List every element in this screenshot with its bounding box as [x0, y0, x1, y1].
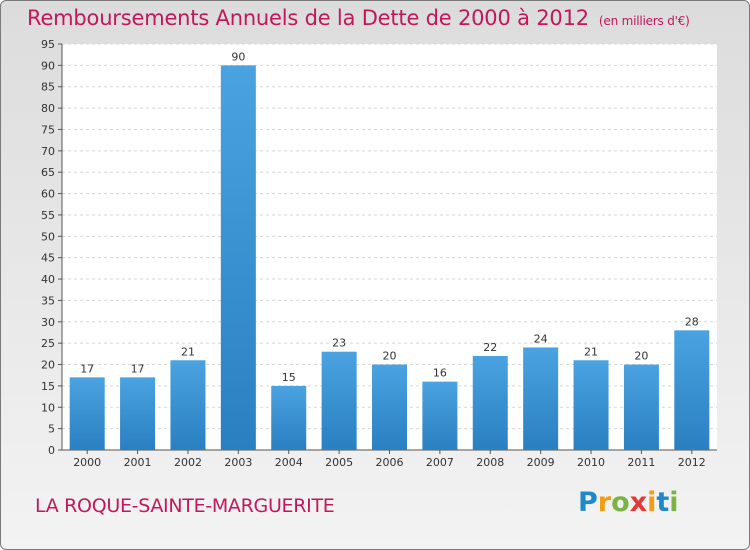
x-tick-label: 2009	[527, 456, 555, 469]
x-tick-label: 2011	[627, 456, 655, 469]
bar	[623, 364, 659, 450]
bar	[69, 377, 105, 450]
bar-value-label: 28	[685, 315, 699, 328]
x-tick-label: 2012	[678, 456, 706, 469]
bar-value-label: 17	[131, 362, 145, 375]
logo-letter: t	[656, 487, 670, 518]
y-tick-label: 35	[41, 294, 55, 307]
x-tick-label: 2003	[224, 456, 252, 469]
bar	[573, 360, 609, 450]
chart-title: Remboursements Annuels de la Dette de 20…	[27, 6, 690, 30]
y-tick-label: 5	[48, 423, 55, 436]
x-tick-label: 2004	[275, 456, 303, 469]
y-tick-label: 90	[41, 59, 55, 72]
bar-value-label: 24	[534, 332, 548, 345]
y-tick-label: 45	[41, 252, 55, 265]
commune-name: LA ROQUE-SAINTE-MARGUERITE	[35, 495, 335, 517]
y-tick-label: 60	[41, 188, 55, 201]
y-tick-label: 50	[41, 230, 55, 243]
logo-letter: o	[611, 487, 630, 518]
bar-value-label: 22	[483, 341, 497, 354]
x-tick-label: 2005	[325, 456, 353, 469]
x-tick-label: 2010	[577, 456, 605, 469]
y-tick-label: 0	[48, 444, 55, 457]
x-tick-label: 2000	[73, 456, 101, 469]
bar-value-label: 20	[634, 350, 648, 363]
unit-label: (en milliers d'€)	[598, 14, 690, 28]
bar	[372, 364, 407, 450]
x-tick-label: 2001	[124, 456, 152, 469]
title-text: Remboursements Annuels de la Dette de 20…	[27, 6, 589, 30]
logo-letter: r	[597, 487, 612, 518]
x-tick-label: 2007	[426, 456, 454, 469]
y-tick-label: 10	[41, 401, 55, 414]
y-tick-label: 75	[41, 123, 55, 136]
logo-letter: P	[578, 487, 598, 518]
y-tick-label: 80	[41, 102, 55, 115]
bar-value-label: 21	[181, 345, 195, 358]
bar	[321, 351, 357, 450]
x-tick-label: 2006	[376, 456, 404, 469]
bar	[472, 355, 508, 450]
bar	[220, 65, 256, 451]
bar	[674, 330, 710, 450]
y-tick-label: 15	[41, 380, 55, 393]
proxiti-logo[interactable]: Proxiti	[578, 487, 679, 518]
x-tick-label: 2002	[174, 456, 202, 469]
y-tick-label: 55	[41, 209, 55, 222]
bar	[523, 347, 559, 450]
bar	[120, 377, 156, 450]
y-tick-label: 25	[41, 337, 55, 350]
x-tick-label: 2008	[476, 456, 504, 469]
bar-value-label: 90	[231, 50, 245, 63]
bar-value-label: 23	[332, 337, 346, 350]
logo-letter: x	[629, 487, 648, 518]
bar-value-label: 20	[383, 350, 397, 363]
y-tick-label: 70	[41, 145, 55, 158]
y-tick-label: 65	[41, 166, 55, 179]
y-tick-label: 20	[41, 359, 55, 372]
logo-letter: i	[669, 487, 679, 518]
bar	[170, 360, 206, 450]
y-tick-label: 85	[41, 81, 55, 94]
bar-value-label: 15	[282, 371, 296, 384]
bar-value-label: 17	[80, 362, 94, 375]
y-tick-label: 95	[41, 38, 55, 51]
bar	[422, 381, 458, 450]
y-tick-label: 40	[41, 273, 55, 286]
y-tick-label: 30	[41, 316, 55, 329]
bar	[271, 385, 307, 450]
logo-letter: i	[647, 487, 657, 518]
bar-value-label: 21	[584, 345, 598, 358]
bar-value-label: 16	[433, 367, 447, 380]
